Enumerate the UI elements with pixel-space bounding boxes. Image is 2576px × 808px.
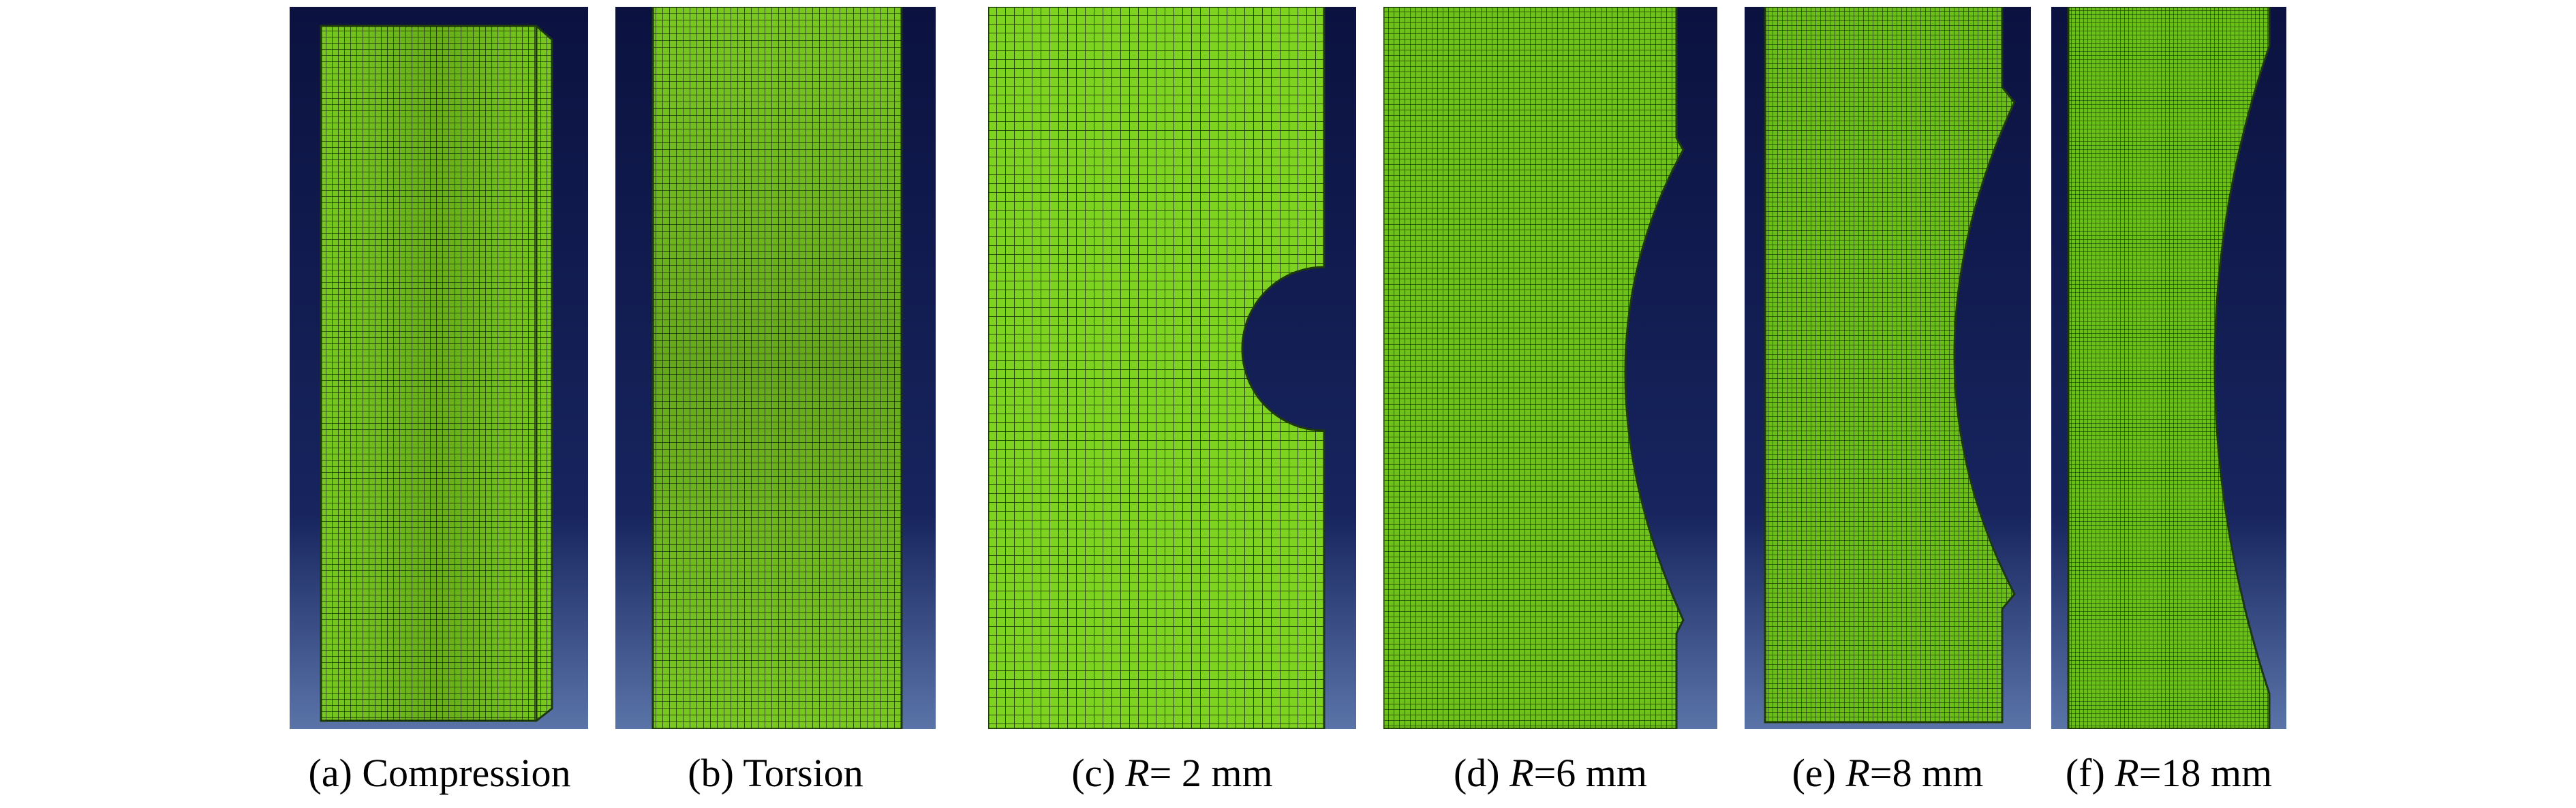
caption-b-text: Torsion xyxy=(743,751,863,795)
caption-e-value: =8 mm xyxy=(1869,751,1984,795)
caption-f-var: R xyxy=(2115,751,2139,795)
caption-d-var: R xyxy=(1509,751,1534,795)
caption-f-letter: (f) xyxy=(2065,751,2105,795)
caption-e-var: R xyxy=(1845,751,1870,795)
caption-b-letter: (b) xyxy=(688,751,734,795)
caption-a-letter: (a) xyxy=(308,751,352,795)
caption-c-letter: (c) xyxy=(1071,751,1116,795)
caption-a: (a) Compression xyxy=(276,746,603,801)
caption-c: (c) R= 2 mm xyxy=(988,746,1356,801)
caption-e: (e) R=8 mm xyxy=(1745,746,2031,801)
caption-d-value: =6 mm xyxy=(1533,751,1648,795)
caption-a-text: Compression xyxy=(362,751,571,795)
panel-b-torsion-mesh xyxy=(615,7,936,729)
panel-f-r18-mesh xyxy=(2051,7,2286,729)
caption-d: (d) R=6 mm xyxy=(1383,746,1717,801)
caption-f-value: =18 mm xyxy=(2138,751,2273,795)
caption-c-var: R xyxy=(1125,751,1150,795)
caption-b: (b) Torsion xyxy=(615,746,936,801)
panel-a-compression-mesh xyxy=(290,7,588,729)
caption-e-letter: (e) xyxy=(1792,751,1836,795)
panel-c-r2-mesh xyxy=(988,7,1356,729)
panel-d-r6-mesh xyxy=(1383,7,1717,729)
caption-f: (f) R=18 mm xyxy=(2041,746,2297,801)
caption-c-value: = 2 mm xyxy=(1149,751,1273,795)
caption-d-letter: (d) xyxy=(1453,751,1500,795)
panel-e-r8-mesh xyxy=(1745,7,2031,729)
